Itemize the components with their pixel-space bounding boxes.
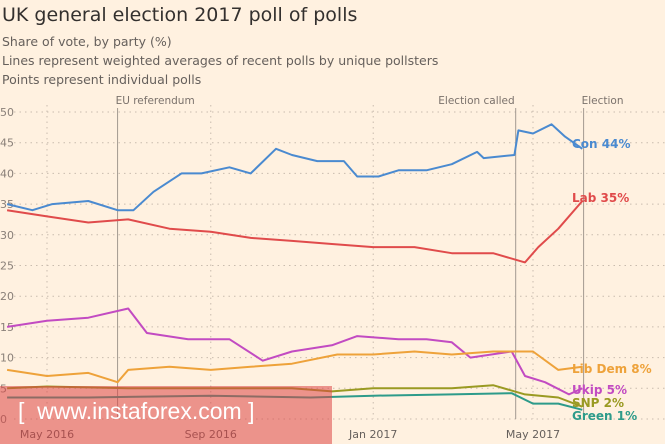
y-tick-label: 25 [0,260,14,273]
series-line-con [6,123,583,212]
y-tick-label: 30 [0,229,14,242]
x-tick-label: May 2017 [506,428,560,441]
annotation-label: EU referendum [116,95,195,107]
annotation-label: Election [582,95,624,107]
series-end-label: Green 1% [572,409,637,423]
series-end-label: Lib Dem 8% [572,362,652,376]
x-tick-label: Jan 2017 [348,428,397,441]
annotation-label: Election called [438,95,514,107]
y-tick-label: 15 [0,321,14,334]
chart-title: UK general election 2017 poll of polls [2,4,358,26]
y-tick-label: 20 [0,290,14,303]
chart-subtitle-3: Points represent individual polls [2,72,202,87]
watermark-text: [ www.instaforex.com ] [18,398,255,424]
series-line-lab [6,200,584,264]
y-tick-label: 10 [0,352,14,365]
y-tick-label: 45 [0,137,14,150]
chart-subtitle-1: Share of vote, by party (%) [2,34,172,49]
watermark-banner: [ www.instaforex.com ] [0,386,332,444]
chart-subtitle-2: Lines represent weighted averages of rec… [2,53,439,68]
series-end-label: SNP 2% [572,396,624,410]
series-end-label: Con 44% [572,137,631,151]
series-line-ukip [6,307,583,396]
y-tick-label: 50 [0,106,14,119]
series-line-lib-dem [6,350,583,384]
y-tick-label: 40 [0,167,14,180]
series-end-label: Ukip 5% [572,383,627,397]
series-end-label: Lab 35% [572,191,629,205]
